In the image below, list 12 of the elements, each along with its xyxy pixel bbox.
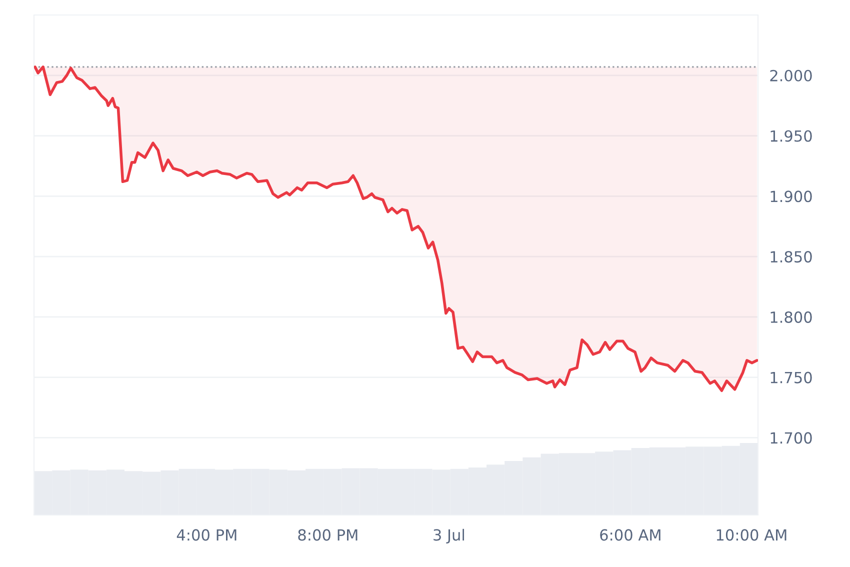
y-tick-label: 1.900 xyxy=(770,190,812,202)
x-tick-label: 3 Jul xyxy=(434,528,464,544)
y-tick-label: 2.000 xyxy=(770,70,812,82)
y-tick-label: 1.800 xyxy=(770,311,812,323)
x-tick-label: 4:00 PM xyxy=(176,529,236,541)
y-tick-label: 1.850 xyxy=(770,251,812,263)
x-tick-label: 10:00 AM xyxy=(716,529,786,541)
y-tick-label: 1.950 xyxy=(770,130,812,142)
x-tick-label: 8:00 PM xyxy=(298,529,358,541)
y-tick-label: 1.750 xyxy=(770,372,812,384)
y-tick-label: 1.700 xyxy=(770,432,812,444)
x-tick-label: 6:00 AM xyxy=(600,529,660,541)
